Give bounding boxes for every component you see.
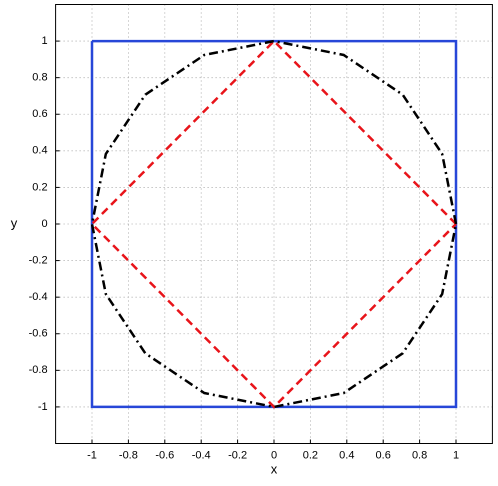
series-line [90,39,458,409]
x-tick-label: -0.8 [119,449,138,461]
y-tick-label: -0.4 [29,291,48,303]
x-tick-label: -1 [87,449,97,461]
x-tick-label: 0.2 [303,449,318,461]
x-tick-label: 0.4 [339,449,354,461]
x-tick-label: -0.2 [228,449,247,461]
y-tick-label: 1 [41,35,47,47]
y-tick-label: 0.2 [32,181,47,193]
y-tick-label: -1 [38,401,48,413]
y-tick-label: -0.6 [29,328,48,340]
y-tick-label: 0.8 [32,72,47,84]
x-tick-label: 1 [453,449,459,461]
x-tick-label: 0.6 [376,449,391,461]
y-tick-label: 0.4 [32,145,47,157]
plot-frame [55,4,493,444]
x-axis-label: x [271,461,278,476]
y-tick-label: 0 [41,218,47,230]
y-tick-label: -0.8 [29,364,48,376]
y-tick-label: 0.6 [32,108,47,120]
x-tick-label: 0.8 [412,449,427,461]
series-line [90,39,458,409]
x-tick-label: 0 [271,449,277,461]
y-axis-label: y [11,215,18,230]
x-tick-label: -0.6 [155,449,174,461]
x-tick-label: -0.4 [192,449,211,461]
series-line [90,39,457,409]
y-tick-label: -0.2 [29,254,48,266]
